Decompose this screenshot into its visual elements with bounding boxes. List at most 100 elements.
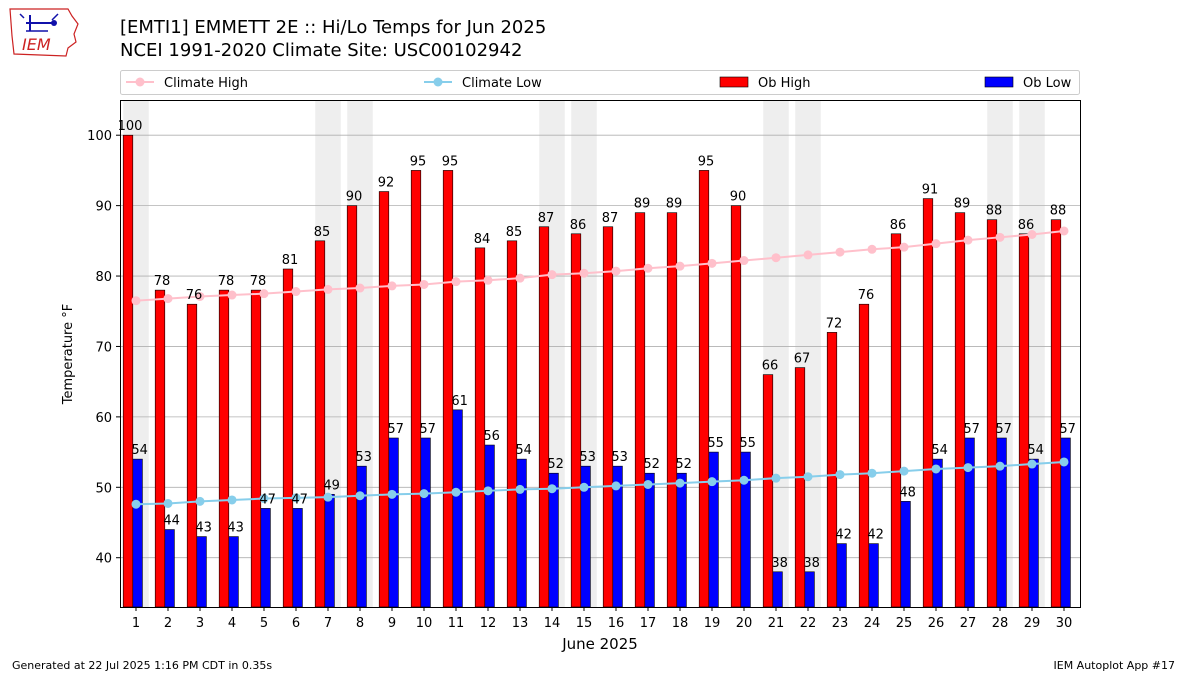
ob-high-value-label: 67 xyxy=(794,352,811,367)
legend-box xyxy=(120,70,1080,95)
climate-high-point xyxy=(803,250,813,260)
ob-high-value-label: 86 xyxy=(890,218,907,233)
x-tick-label: 2 xyxy=(164,616,172,631)
x-tick-label: 10 xyxy=(416,616,433,631)
legend-label-ob-high: Ob High xyxy=(758,76,811,91)
ob-low-value-label: 54 xyxy=(931,443,948,458)
ob-low-bar xyxy=(260,508,271,608)
ob-low-bar xyxy=(1028,458,1039,608)
x-tick-label: 4 xyxy=(228,616,236,631)
ob-low-value-label: 53 xyxy=(355,450,372,465)
climate-high-point xyxy=(291,287,301,297)
plot-frame xyxy=(120,100,1081,608)
climate-high-point xyxy=(611,266,621,276)
ob-high-value-label: 100 xyxy=(118,119,143,134)
ob-low-bar xyxy=(388,437,399,608)
ob-high-value-label: 78 xyxy=(218,274,235,289)
ob-low-bar xyxy=(292,508,303,608)
x-axis-label: June 2025 xyxy=(561,635,638,653)
ob-low-bar xyxy=(484,444,495,608)
ob-high-bar xyxy=(954,212,966,608)
climate-low-line xyxy=(135,460,1065,506)
ob-high-bar xyxy=(378,191,390,608)
x-tick-label: 19 xyxy=(704,616,721,631)
climate-low-point xyxy=(323,492,333,502)
x-tick-label: 21 xyxy=(768,616,785,631)
ob-high-value-label: 90 xyxy=(346,190,363,205)
iem-logo: IEM xyxy=(8,6,82,58)
climate-low-point xyxy=(163,498,173,508)
climate-high-point xyxy=(899,242,909,252)
legend-item-climate-high: Climate High xyxy=(126,76,248,91)
x-tick-label: 11 xyxy=(448,616,465,631)
ob-low-bar xyxy=(324,494,335,608)
ob-high-value-label: 87 xyxy=(602,211,619,226)
ob-high-value-label: 92 xyxy=(378,176,395,191)
ob-high-bar xyxy=(570,233,582,608)
climate-low-point xyxy=(131,499,141,509)
climate-low-point xyxy=(227,495,237,505)
y-tick-label: 50 xyxy=(95,481,112,496)
legend-item-climate-low: Climate Low xyxy=(424,76,542,91)
climate-low-point xyxy=(1027,459,1037,469)
legend-label-ob-low: Ob Low xyxy=(1023,76,1072,91)
ob-low-value-label: 53 xyxy=(611,450,628,465)
ob-low-bar xyxy=(516,458,527,608)
climate-low-point xyxy=(355,491,365,501)
x-tick-label: 7 xyxy=(324,616,332,631)
iowa-map-icon: IEM xyxy=(9,8,79,57)
ob-high-bar xyxy=(986,219,998,608)
ob-low-value-label: 55 xyxy=(739,436,756,451)
ob-high-value-label: 72 xyxy=(826,316,843,331)
ob-high-bar xyxy=(1050,219,1062,608)
climate-low-point xyxy=(675,478,685,488)
ob-high-value-label: 90 xyxy=(730,190,747,205)
x-tick-label: 30 xyxy=(1056,616,1073,631)
climate-low-point xyxy=(963,463,973,473)
ob-low-bar xyxy=(900,501,911,608)
ob-high-value-label: 86 xyxy=(1018,218,1035,233)
climate-high-point xyxy=(995,232,1005,242)
ob-high-bar xyxy=(762,374,774,608)
ob-low-bar xyxy=(228,536,239,608)
climate-high-point xyxy=(515,273,525,283)
ob-high-bar xyxy=(538,226,550,608)
legend-swatch-ob-high xyxy=(719,76,749,88)
legend-item-ob-high: Ob High xyxy=(719,76,811,91)
ob-low-value-label: 48 xyxy=(899,485,916,500)
x-tick-label: 14 xyxy=(544,616,561,631)
ob-low-value-label: 42 xyxy=(867,528,884,543)
climate-high-point xyxy=(227,290,237,300)
x-tick-label: 23 xyxy=(832,616,849,631)
climate-low-point xyxy=(547,484,557,494)
ob-low-value-label: 47 xyxy=(291,492,308,507)
chart-subtitle: NCEI 1991-2020 Climate Site: USC00102942 xyxy=(120,40,523,61)
ob-high-value-label: 95 xyxy=(698,154,715,169)
x-tick-label: 25 xyxy=(896,616,913,631)
x-tick-label: 26 xyxy=(928,616,945,631)
ob-low-value-label: 54 xyxy=(1027,443,1044,458)
climate-low-point xyxy=(515,484,525,494)
ob-high-value-label: 91 xyxy=(922,183,939,198)
ob-high-bar xyxy=(698,170,710,608)
ob-low-bar xyxy=(868,543,879,608)
climate-low-point xyxy=(771,473,781,483)
ob-high-bar xyxy=(218,289,230,608)
ob-low-value-label: 43 xyxy=(195,521,212,536)
ob-low-value-label: 38 xyxy=(771,556,788,571)
legend-label-climate-high: Climate High xyxy=(164,76,248,91)
climate-high-point xyxy=(163,294,173,304)
ob-low-bar xyxy=(932,458,943,608)
climate-high-point xyxy=(547,270,557,280)
climate-low-point xyxy=(483,486,493,496)
legend-marker-climate-high xyxy=(135,77,145,87)
generated-timestamp: Generated at 22 Jul 2025 1:16 PM CDT in … xyxy=(12,659,273,672)
ob-high-bar xyxy=(794,367,806,608)
ob-high-bar xyxy=(314,240,326,608)
ob-high-value-label: 85 xyxy=(506,225,523,240)
climate-high-point xyxy=(483,275,493,285)
x-tick-label: 15 xyxy=(576,616,593,631)
climate-high-point xyxy=(963,235,973,245)
ob-high-value-label: 78 xyxy=(154,274,171,289)
